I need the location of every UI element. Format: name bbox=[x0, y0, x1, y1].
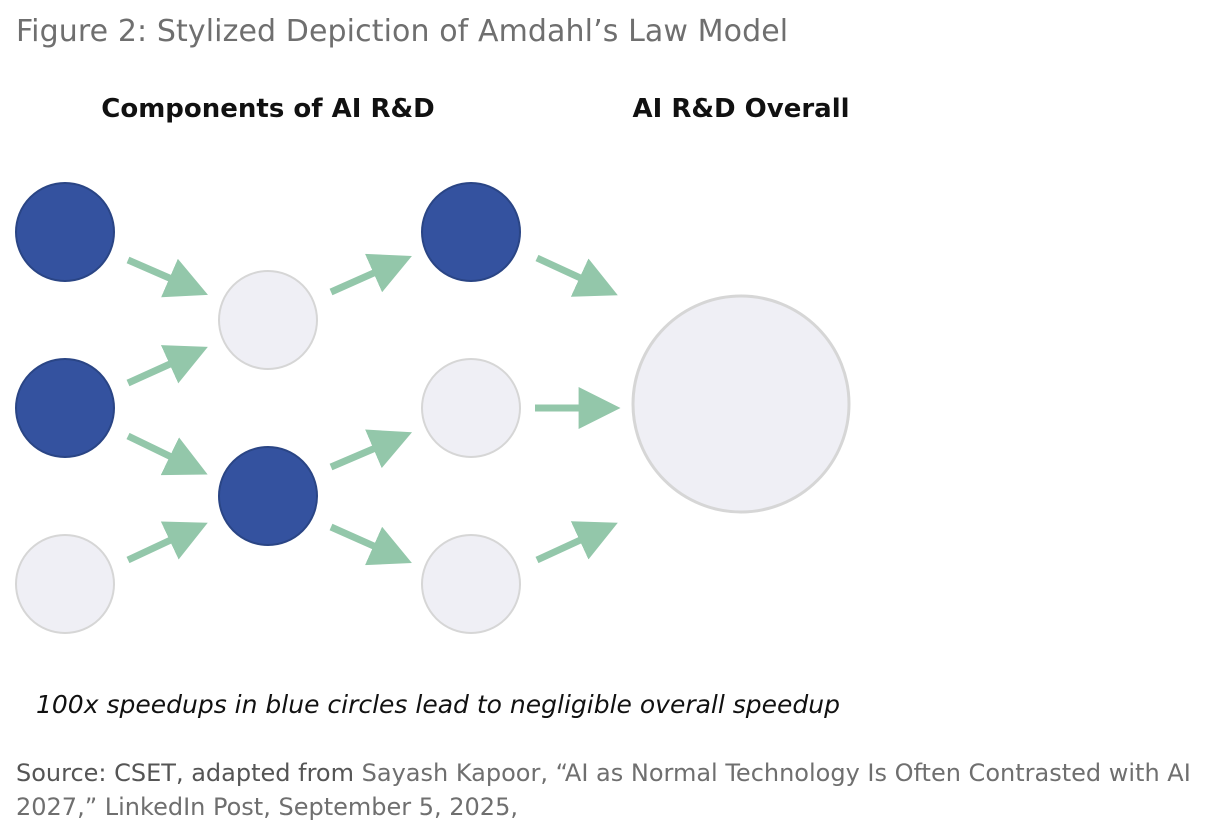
arrow bbox=[126, 256, 208, 298]
heading-components: Components of AI R&D bbox=[101, 94, 434, 124]
arrows-column-3 bbox=[535, 254, 621, 564]
amdahl-diagram: Components of AI R&D AI R&D Overall 100x… bbox=[15, 94, 851, 719]
component-node-sped-up bbox=[421, 182, 521, 282]
component-node-normal bbox=[218, 270, 318, 370]
overall-node bbox=[631, 294, 851, 514]
component-node-normal bbox=[421, 358, 521, 458]
arrows-column-1 bbox=[126, 256, 208, 564]
arrow bbox=[329, 523, 412, 566]
source-label: Source: CSET, adapted from bbox=[16, 759, 354, 787]
arrow bbox=[535, 521, 618, 564]
arrow bbox=[329, 253, 412, 296]
diagram-caption: 100x speedups in blue circles lead to ne… bbox=[36, 690, 840, 719]
arrow bbox=[126, 521, 208, 564]
component-node-sped-up bbox=[218, 446, 318, 546]
figure-title: Figure 2: Stylized Depiction of Amdahl’s… bbox=[16, 14, 789, 49]
arrows-column-2 bbox=[329, 253, 413, 566]
arrow bbox=[126, 432, 208, 476]
component-node-normal bbox=[15, 534, 115, 634]
source-citation: Source: CSET, adapted from Sayash Kapoor… bbox=[16, 756, 1201, 824]
source-text: Sayash Kapoor, “AI as Normal Technology … bbox=[16, 759, 1191, 821]
arrow bbox=[535, 254, 618, 297]
arrow bbox=[329, 429, 413, 471]
component-node-normal bbox=[421, 534, 521, 634]
heading-overall: AI R&D Overall bbox=[632, 94, 849, 124]
arrow bbox=[126, 345, 208, 387]
component-node-sped-up bbox=[15, 182, 115, 282]
component-node-sped-up bbox=[15, 358, 115, 458]
